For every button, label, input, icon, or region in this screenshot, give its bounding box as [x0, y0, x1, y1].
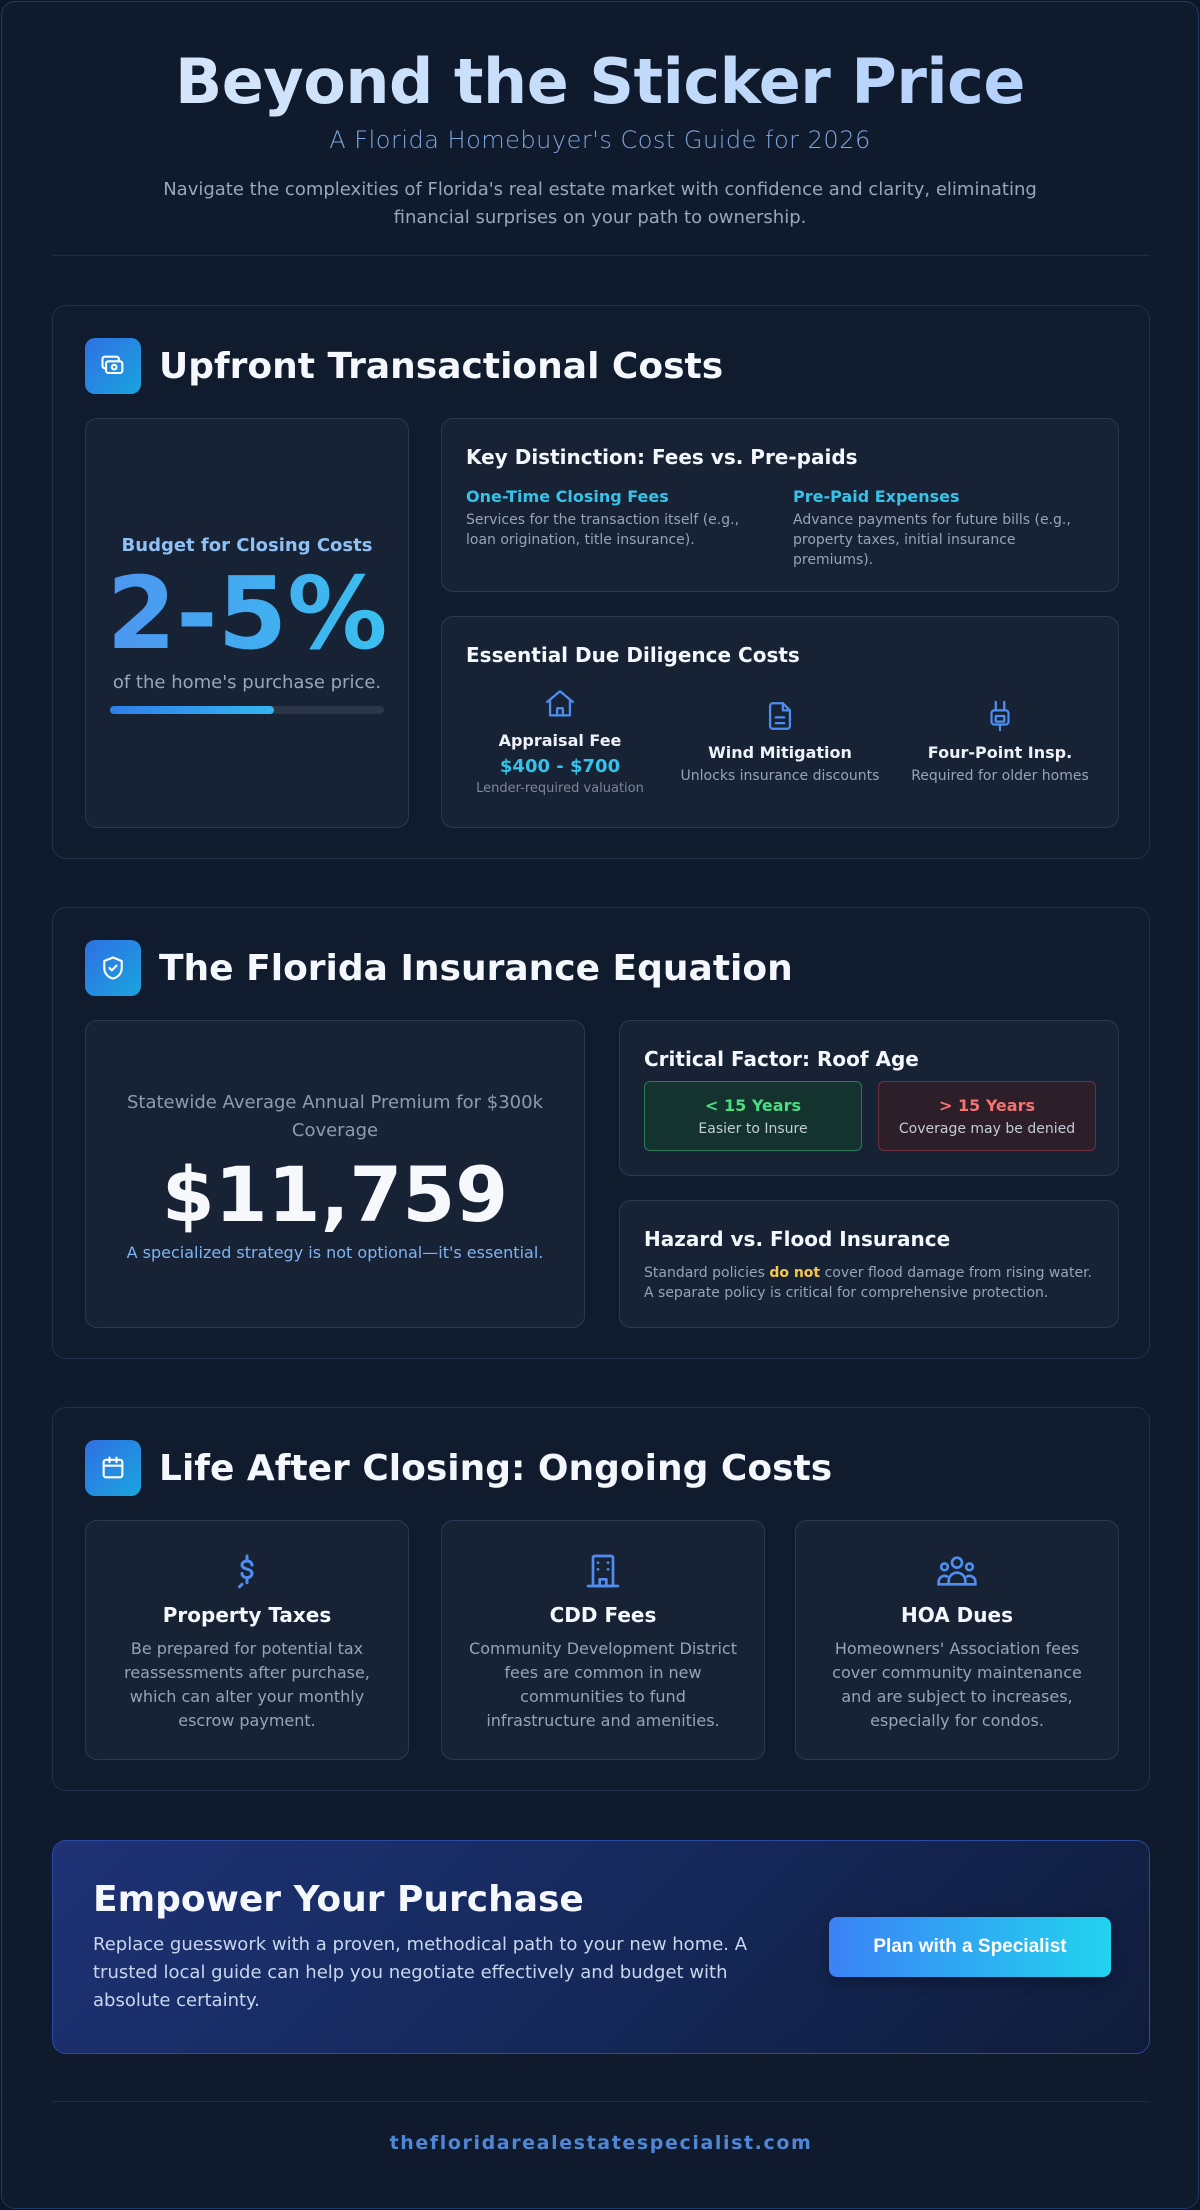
footer-divider [52, 2101, 1150, 2102]
prepaid-expenses-text: Advance payments for future bills (e.g.,… [793, 512, 1071, 568]
section-title: Upfront Transactional Costs [159, 345, 724, 387]
appraisal-fee-item: Appraisal Fee $400 - $700 Lender-require… [450, 687, 670, 796]
hazard-vs-flood-text: Standard policies do not cover flood dam… [644, 1263, 1096, 1303]
section-header: The Florida Insurance Equation [85, 940, 793, 996]
cdd-fees-card: CDD Fees Community Development District … [441, 1520, 765, 1760]
hoa-dues-text: Homeowners' Association fees cover commu… [832, 1639, 1082, 1730]
calendar-icon [85, 1440, 141, 1496]
shield-check-icon [85, 940, 141, 996]
section-ongoing-costs: Life After Closing: Ongoing Costs Proper… [52, 1407, 1150, 1791]
four-point-inspection-item: Four-Point Insp. Required for older home… [890, 699, 1110, 784]
document-icon [670, 699, 890, 735]
premium-value: $11,759 [161, 1150, 509, 1239]
prepaid-expenses-title: Pre-Paid Expenses [793, 487, 960, 506]
hazard-vs-flood-card: Hazard vs. Flood Insurance Standard poli… [619, 1200, 1119, 1328]
header-divider [52, 255, 1150, 256]
closing-fees-column: One-Time Closing Fees Services for the t… [466, 487, 766, 550]
footer-website-link[interactable]: thefloridarealestatespecialist.com [389, 2132, 813, 2154]
wind-mitigation-item: Wind Mitigation Unlocks insurance discou… [670, 699, 890, 784]
distinction-title: Key Distinction: Fees vs. Pre-paids [466, 445, 858, 469]
section-title: Life After Closing: Ongoing Costs [159, 1447, 833, 1489]
budget-progress-bar [110, 706, 384, 714]
budget-label: Budget for Closing Costs [121, 535, 373, 556]
wind-mitigation-sub: Unlocks insurance discounts [680, 768, 880, 784]
roof-age-card: Critical Factor: Roof Age < 15 Years Eas… [619, 1020, 1119, 1176]
roof-over-15-badge: > 15 Years Coverage may be denied [878, 1081, 1096, 1151]
cdd-fees-text: Community Development District fees are … [469, 1639, 737, 1730]
hazard-vs-flood-title: Hazard vs. Flood Insurance [644, 1227, 951, 1251]
property-taxes-title: Property Taxes [162, 1603, 332, 1627]
flood-text-emphasis: do not [769, 1265, 821, 1281]
due-diligence-card: Essential Due Diligence Costs Appraisal … [441, 616, 1119, 828]
budget-subtext: of the home's purchase price. [112, 672, 382, 693]
section-title: The Florida Insurance Equation [159, 947, 793, 989]
roof-over-15-heading: > 15 Years [939, 1096, 1035, 1115]
wind-mitigation-name: Wind Mitigation [708, 743, 852, 762]
average-premium-card: Statewide Average Annual Premium for $30… [85, 1020, 585, 1328]
flood-text-end: cover flood damage from rising water. A … [644, 1265, 1092, 1301]
building-icon [442, 1551, 764, 1595]
budget-progress-fill [110, 706, 275, 714]
closing-fees-title: One-Time Closing Fees [466, 487, 669, 506]
cta-banner: Empower Your Purchase Replace guesswork … [52, 1840, 1150, 2054]
premium-label: Statewide Average Annual Premium for $30… [126, 1092, 544, 1141]
prepaid-expenses-column: Pre-Paid Expenses Advance payments for f… [793, 487, 1093, 570]
closing-fees-text: Services for the transaction itself (e.g… [466, 512, 740, 548]
page-subtitle: A Florida Homebuyer's Cost Guide for 202… [329, 126, 871, 154]
due-diligence-title: Essential Due Diligence Costs [466, 643, 800, 667]
appraisal-fee-price: $400 - $700 [499, 756, 621, 777]
appraisal-fee-note: Lender-required valuation [476, 781, 644, 796]
budget-percentage: 2-5% [86, 562, 408, 666]
four-point-inspection-sub: Required for older homes [911, 768, 1089, 784]
hazard-vs-flood-content: Hazard vs. Flood Insurance Standard poli… [644, 1227, 1096, 1303]
cdd-fees-title: CDD Fees [549, 1603, 657, 1627]
four-point-inspection-name: Four-Point Insp. [927, 743, 1073, 762]
property-taxes-text: Be prepared for potential tax reassessme… [124, 1639, 370, 1730]
cta-title: Empower Your Purchase [93, 1879, 584, 1920]
roof-over-15-text: Coverage may be denied [898, 1121, 1076, 1137]
section-upfront-costs: Upfront Transactional Costs Budget for C… [52, 305, 1150, 859]
cta-text: Replace guesswork with a proven, methodi… [93, 1934, 748, 2011]
page-title: Beyond the Sticker Price [2, 46, 1198, 118]
roof-under-15-text: Easier to Insure [698, 1121, 808, 1137]
header: Beyond the Sticker Price A Florida Homeb… [2, 2, 1198, 232]
closing-cost-budget-card: Budget for Closing Costs 2-5% of the hom… [85, 418, 409, 828]
roof-under-15-heading: < 15 Years [705, 1096, 801, 1115]
hoa-dues-title: HOA Dues [901, 1603, 1013, 1627]
people-icon [796, 1551, 1118, 1595]
hoa-dues-card: HOA Dues Homeowners' Association fees co… [795, 1520, 1119, 1760]
plug-icon [890, 699, 1110, 735]
premium-note: A specialized strategy is not optional—i… [126, 1243, 544, 1262]
home-icon [450, 687, 670, 723]
plan-with-specialist-button[interactable]: Plan with a Specialist [829, 1917, 1111, 1977]
fees-vs-prepaids-card: Key Distinction: Fees vs. Pre-paids One-… [441, 418, 1119, 592]
section-insurance: The Florida Insurance Equation Statewide… [52, 907, 1150, 1359]
roof-under-15-badge: < 15 Years Easier to Insure [644, 1081, 862, 1151]
dollar-icon [86, 1551, 408, 1595]
money-icon [85, 338, 141, 394]
section-header: Upfront Transactional Costs [85, 338, 723, 394]
section-header: Life After Closing: Ongoing Costs [85, 1440, 832, 1496]
flood-text-start: Standard policies [644, 1265, 770, 1281]
appraisal-fee-name: Appraisal Fee [498, 731, 622, 750]
property-taxes-card: Property Taxes Be prepared for potential… [85, 1520, 409, 1760]
intro-text: Navigate the complexities of Florida's r… [163, 179, 1037, 228]
roof-age-title: Critical Factor: Roof Age [644, 1047, 919, 1071]
